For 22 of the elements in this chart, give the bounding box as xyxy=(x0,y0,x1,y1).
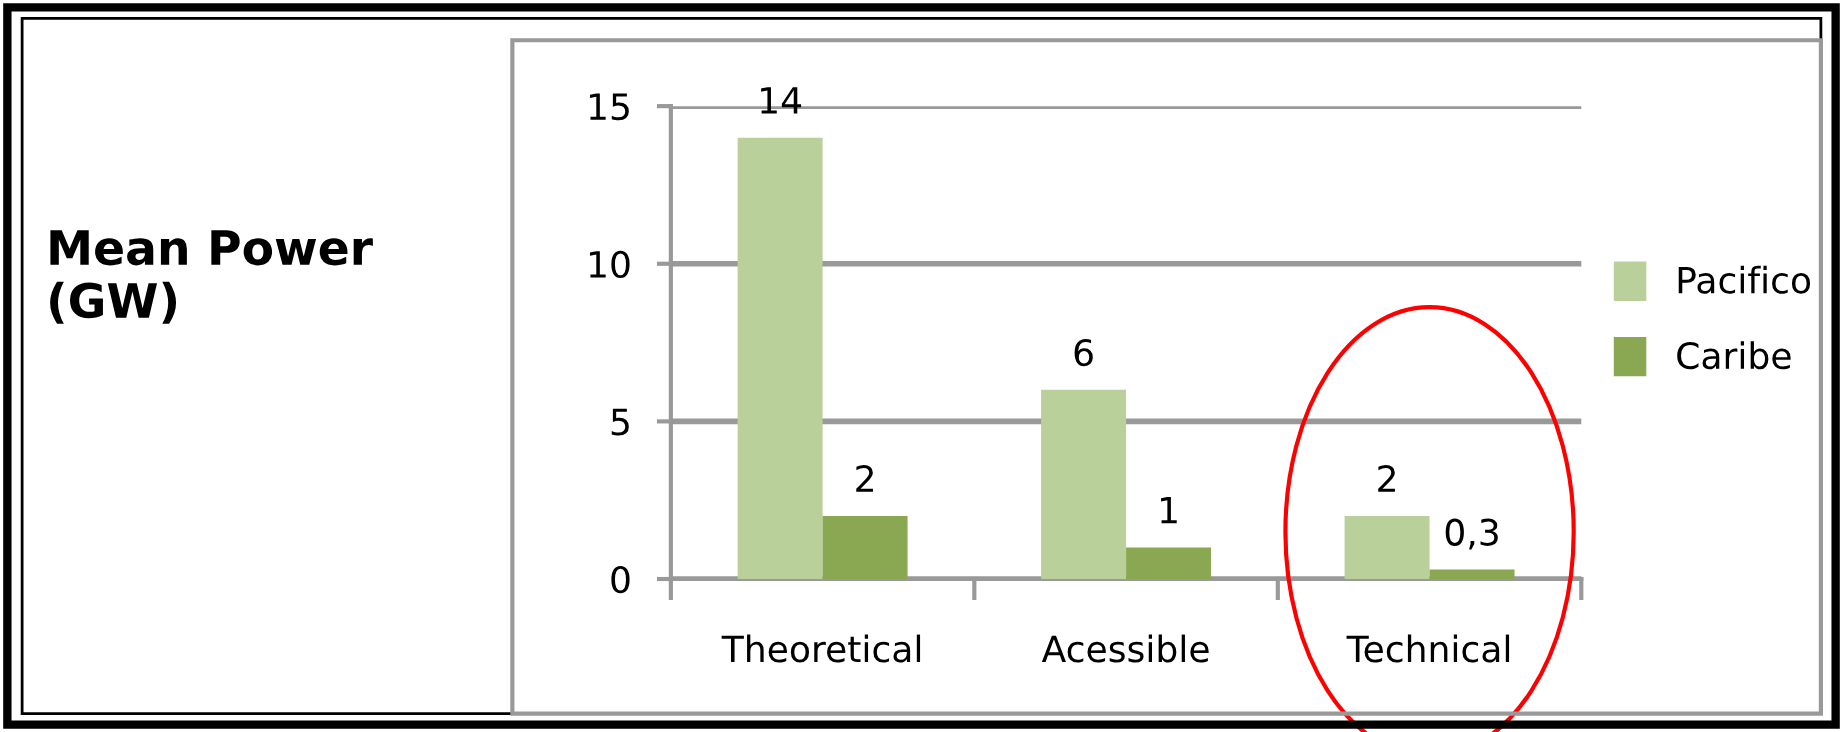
bar xyxy=(822,515,908,580)
legend-label: Pacifico xyxy=(1678,265,1811,294)
data-label: 14 xyxy=(761,87,802,114)
legend-label: Caribe xyxy=(1677,341,1791,370)
data-label: 0,3 xyxy=(1445,518,1498,550)
y-tick-label: 10 xyxy=(589,250,630,278)
data-label: 2 xyxy=(1378,464,1395,492)
x-tick-label: Technical xyxy=(1346,634,1510,663)
x-tick-label: Acessible xyxy=(1041,634,1209,663)
x-tick-label: Theoretical xyxy=(721,634,921,663)
y-tick-label: 15 xyxy=(589,93,629,121)
y-tick-label: 0 xyxy=(611,565,630,594)
y-tick-label: 5 xyxy=(611,408,629,436)
bar xyxy=(1126,547,1212,580)
data-label: 6 xyxy=(1074,338,1093,367)
data-label: 2 xyxy=(856,464,873,492)
data-label: 1 xyxy=(1161,496,1177,524)
bar xyxy=(1041,389,1127,580)
y-axis-title: Mean Power (GW) xyxy=(50,230,373,324)
bar xyxy=(1344,515,1430,580)
bar xyxy=(1429,569,1515,580)
bar xyxy=(737,137,823,580)
